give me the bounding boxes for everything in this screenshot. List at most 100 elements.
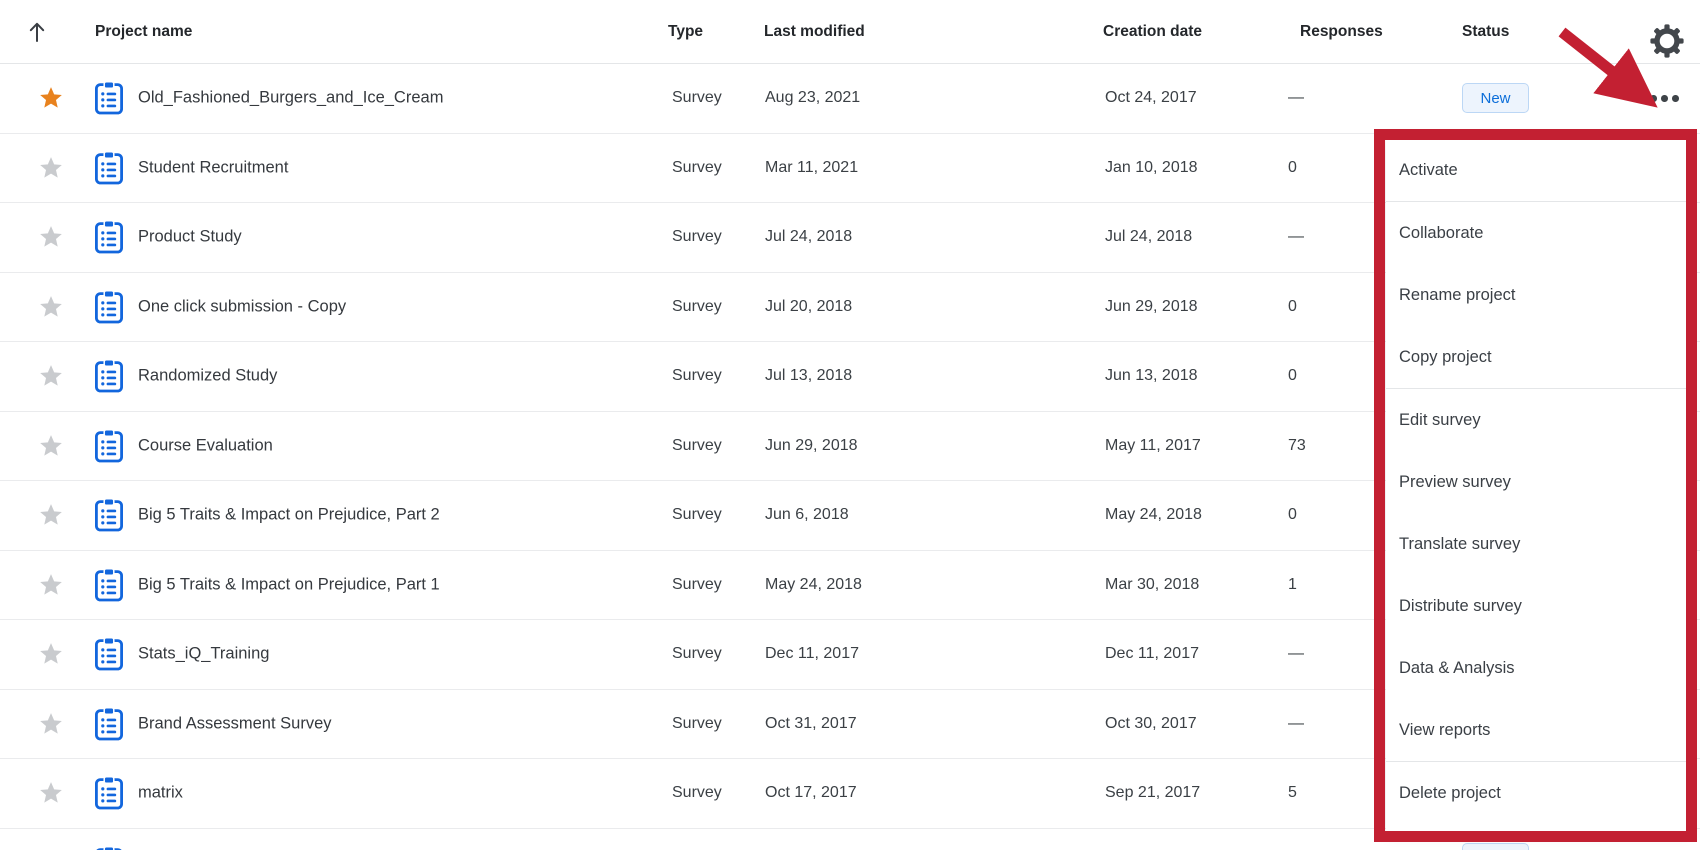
project-name[interactable]: Big 5 Traits & Impact on Prejudice, Part… <box>138 575 440 594</box>
status-badge <box>1462 843 1529 850</box>
menu-divider <box>1386 388 1690 389</box>
project-name[interactable]: Old_Fashioned_Burgers_and_Ice_Cream <box>138 88 444 107</box>
project-type: Survey <box>672 575 722 593</box>
creation-date: Dec 11, 2017 <box>1105 645 1199 663</box>
table-header: Project name Type Last modified Creation… <box>0 0 1700 64</box>
responses-count: 0 <box>1288 158 1297 176</box>
row-actions-ellipsis-button[interactable] <box>1650 93 1679 103</box>
creation-date: May 24, 2018 <box>1105 506 1202 524</box>
menu-item-collaborate[interactable]: Collaborate <box>1386 202 1690 264</box>
survey-project-icon <box>95 220 124 254</box>
responses-count: 0 <box>1288 506 1297 524</box>
star-icon[interactable] <box>38 711 64 737</box>
creation-date: Jan 10, 2018 <box>1105 158 1198 176</box>
last-modified: Mar 11, 2021 <box>765 158 859 176</box>
creation-date: Jul 24, 2018 <box>1105 228 1193 246</box>
star-icon[interactable] <box>38 155 64 181</box>
project-type: Survey <box>672 714 722 732</box>
responses-count: 5 <box>1288 784 1297 802</box>
column-header-last-modified[interactable]: Last modified <box>764 22 865 40</box>
column-header-responses[interactable]: Responses <box>1300 22 1383 40</box>
creation-date: Oct 24, 2017 <box>1105 89 1197 107</box>
responses-count: — <box>1288 714 1304 732</box>
responses-count: — <box>1288 645 1304 663</box>
survey-project-icon <box>96 846 122 850</box>
responses-count: 1 <box>1288 575 1297 593</box>
menu-item-copy-project[interactable]: Copy project <box>1386 326 1690 388</box>
table-row[interactable]: Old_Fashioned_Burgers_and_Ice_Cream Surv… <box>0 64 1700 134</box>
responses-count: — <box>1288 89 1304 107</box>
sort-ascending-arrow-icon[interactable] <box>28 21 46 43</box>
project-type: Survey <box>672 297 722 315</box>
project-type: Survey <box>672 367 722 385</box>
column-header-type[interactable]: Type <box>668 22 704 40</box>
star-icon[interactable] <box>38 224 64 250</box>
status-badge: New <box>1462 83 1529 114</box>
project-type: Survey <box>672 506 722 524</box>
star-icon[interactable] <box>38 294 64 320</box>
survey-project-icon <box>95 150 124 185</box>
menu-item-view-reports[interactable]: View reports <box>1386 699 1690 761</box>
table-settings-gear-icon[interactable] <box>1650 24 1684 58</box>
star-icon[interactable] <box>38 363 64 389</box>
menu-item-edit-survey[interactable]: Edit survey <box>1386 389 1690 451</box>
survey-project-icon <box>95 637 124 671</box>
project-name[interactable]: Big 5 Traits & Impact on Prejudice, Part… <box>138 505 440 524</box>
survey-project-icon <box>95 81 124 115</box>
project-name[interactable]: Course Evaluation <box>138 436 273 455</box>
menu-item-preview-survey[interactable]: Preview survey <box>1386 451 1690 513</box>
last-modified: Jun 6, 2018 <box>765 506 849 524</box>
survey-project-icon <box>95 359 124 393</box>
menu-item-rename-project[interactable]: Rename project <box>1386 264 1690 326</box>
menu-item-data-analysis[interactable]: Data & Analysis <box>1386 637 1690 699</box>
creation-date: Jun 13, 2018 <box>1105 367 1198 385</box>
menu-item-translate-survey[interactable]: Translate survey <box>1386 513 1690 575</box>
menu-divider <box>1386 761 1690 762</box>
star-icon[interactable] <box>38 572 64 598</box>
project-name[interactable]: Product Study <box>138 227 242 246</box>
last-modified: Aug 23, 2021 <box>765 89 861 107</box>
star-icon[interactable] <box>38 433 64 459</box>
project-type: Survey <box>672 645 722 663</box>
last-modified: Oct 17, 2017 <box>765 784 857 802</box>
last-modified: Jun 29, 2018 <box>765 436 858 454</box>
star-icon[interactable] <box>38 502 64 528</box>
project-name[interactable]: Randomized Study <box>138 366 278 385</box>
creation-date: Jun 29, 2018 <box>1105 297 1198 315</box>
responses-count: 0 <box>1288 297 1297 315</box>
responses-count: 0 <box>1288 367 1297 385</box>
menu-item-distribute-survey[interactable]: Distribute survey <box>1386 575 1690 637</box>
last-modified: Jul 13, 2018 <box>765 367 853 385</box>
last-modified: Jul 24, 2018 <box>765 228 853 246</box>
survey-project-icon <box>95 567 124 602</box>
responses-count: 73 <box>1288 436 1306 454</box>
survey-project-icon <box>95 498 124 532</box>
project-name[interactable]: Stats_iQ_Training <box>138 644 270 663</box>
column-header-project-name[interactable]: Project name <box>95 22 193 40</box>
row-actions-context-menu: Activate Collaborate Rename project Copy pr… <box>1386 136 1690 832</box>
project-name[interactable]: Student Recruitment <box>138 158 289 177</box>
project-name[interactable]: matrix <box>138 783 183 802</box>
project-type: Survey <box>672 784 722 802</box>
star-icon[interactable] <box>38 780 64 806</box>
column-header-creation-date[interactable]: Creation date <box>1103 22 1203 40</box>
column-header-status[interactable]: Status <box>1462 22 1510 40</box>
project-name[interactable]: One click submission - Copy <box>138 297 347 316</box>
survey-project-icon <box>95 289 124 324</box>
creation-date: Mar 30, 2018 <box>1105 575 1200 593</box>
last-modified: Oct 31, 2017 <box>765 714 857 732</box>
creation-date: Oct 30, 2017 <box>1105 714 1197 732</box>
star-icon[interactable] <box>38 641 64 667</box>
menu-item-delete-project[interactable]: Delete project <box>1386 762 1690 824</box>
last-modified: Dec 11, 2017 <box>765 645 859 663</box>
project-type: Survey <box>672 436 722 454</box>
survey-project-icon <box>95 776 124 810</box>
last-modified: Jul 20, 2018 <box>765 297 853 315</box>
project-type: Survey <box>672 158 722 176</box>
menu-item-activate[interactable]: Activate <box>1386 139 1690 201</box>
project-type: Survey <box>672 228 722 246</box>
creation-date: May 11, 2017 <box>1105 436 1201 454</box>
project-name[interactable]: Brand Assessment Survey <box>138 714 332 733</box>
star-icon[interactable] <box>38 85 64 111</box>
